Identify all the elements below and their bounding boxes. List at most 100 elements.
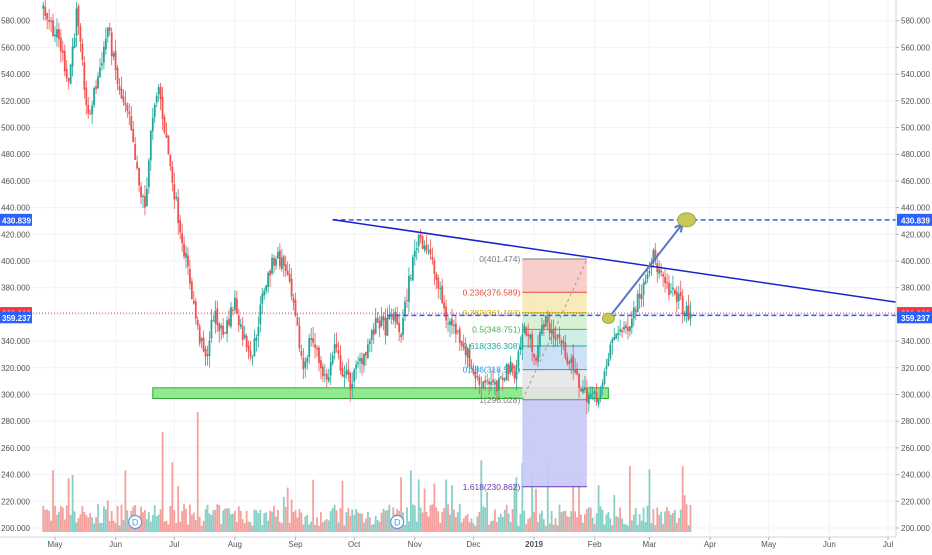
dividend-badge-label: D <box>132 518 139 528</box>
dividend-badge[interactable]: D <box>128 514 143 530</box>
candle-body <box>325 373 328 380</box>
candle-body <box>564 342 567 359</box>
left-price-tick-label: 480.000 <box>1 150 30 159</box>
volume-bar <box>312 479 315 532</box>
left-price-tick-label: 260.000 <box>1 444 30 453</box>
volume-bar <box>585 509 588 532</box>
descending-trendline[interactable] <box>332 218 898 304</box>
candle-body <box>566 357 569 364</box>
volume-bar <box>499 513 502 532</box>
fib-band <box>522 259 587 293</box>
volume-bar <box>91 517 94 532</box>
volume-bar <box>509 521 512 532</box>
candle-body <box>108 27 111 31</box>
volume-bar <box>251 525 254 532</box>
candle-body <box>488 381 490 385</box>
volume-bar <box>466 513 469 532</box>
start-marker[interactable] <box>601 312 615 324</box>
candle-body <box>423 245 426 250</box>
volume-bar <box>591 517 594 532</box>
volume-bar <box>196 412 199 532</box>
candle-body <box>251 357 254 359</box>
volume-bar <box>503 509 506 532</box>
candle-body <box>190 281 193 300</box>
candle-body <box>142 195 144 198</box>
time-scale[interactable] <box>0 537 932 550</box>
candle-body <box>237 315 240 326</box>
volume-bar <box>230 514 232 532</box>
support-price-tag-bg <box>897 311 932 324</box>
candle-body <box>304 361 307 368</box>
volume-bar <box>511 509 514 532</box>
price-scale[interactable] <box>896 0 932 550</box>
candle-body <box>366 344 369 359</box>
volume-bar <box>464 515 467 532</box>
candle-body <box>214 310 217 324</box>
volume-bar <box>384 510 387 532</box>
projection-arrow-line[interactable] <box>607 223 684 320</box>
volume-bar <box>327 520 330 532</box>
candle-body <box>259 304 262 325</box>
volume-bar <box>357 512 359 532</box>
volume-bar <box>233 510 236 532</box>
candle-body <box>400 334 403 338</box>
fib-level-label: 0.5(348.751) <box>472 324 520 334</box>
time-tick-label: Jul <box>883 540 893 549</box>
candle-body <box>619 329 622 332</box>
volume-bar <box>147 512 150 532</box>
price-tick-label: 540.000 <box>901 70 930 79</box>
candle-body <box>290 278 293 297</box>
volume-bar <box>613 495 616 532</box>
volume-bar <box>673 509 676 532</box>
volume-bar <box>337 522 340 532</box>
resistance-price-tag-left-text: 430.839 <box>2 216 31 225</box>
dividend-badge[interactable]: D <box>390 514 405 530</box>
volume-bar <box>50 520 52 532</box>
volume-bar <box>314 525 316 532</box>
volume-bar <box>345 512 348 532</box>
candle-body <box>233 297 236 310</box>
price-tick-label: 480.000 <box>901 150 930 159</box>
candle-body <box>65 68 68 79</box>
volume-bar <box>566 516 569 532</box>
candle-body <box>349 372 352 390</box>
time-tick-label: 2019 <box>525 540 543 549</box>
support-zone[interactable] <box>152 387 609 400</box>
candle-body <box>685 306 688 315</box>
volume-bar <box>232 513 234 532</box>
volume-bar <box>218 504 221 532</box>
volume-bar <box>441 512 444 532</box>
candle-body <box>110 32 113 56</box>
volume-bar <box>486 492 489 532</box>
candle-body <box>218 323 221 332</box>
target-marker[interactable] <box>677 212 697 228</box>
candle-body <box>226 320 228 334</box>
candle-body <box>314 344 316 348</box>
fibonacci-retracement[interactable]: 0(401.474) 0.236(376.589) 0.382(361.193) 0.… <box>463 254 588 492</box>
volume-bar <box>255 510 258 532</box>
candle-body <box>603 371 606 384</box>
volume-bar <box>652 508 655 532</box>
volume-bar <box>165 520 168 532</box>
volume-bar <box>216 504 219 532</box>
volume-bar <box>271 511 273 532</box>
volume-bar <box>102 506 105 532</box>
volume-bar <box>278 521 281 532</box>
resistance-price-tag: 430.839 430.839 <box>0 213 932 226</box>
candle-body <box>623 326 625 330</box>
candle-body <box>681 296 684 315</box>
candle-body <box>431 256 434 260</box>
candle-body <box>462 343 465 348</box>
candle-body <box>263 290 266 296</box>
volume-bar <box>584 514 586 532</box>
volume-bar <box>425 512 428 532</box>
volume-bar <box>625 524 627 532</box>
candle-body <box>97 76 99 89</box>
fib-level-label: 0.382(361.193) <box>463 308 521 318</box>
candle-body <box>509 361 512 373</box>
volume-bar <box>224 508 227 532</box>
price-tick-label: 300.000 <box>901 391 930 400</box>
volume-bar <box>69 514 72 532</box>
